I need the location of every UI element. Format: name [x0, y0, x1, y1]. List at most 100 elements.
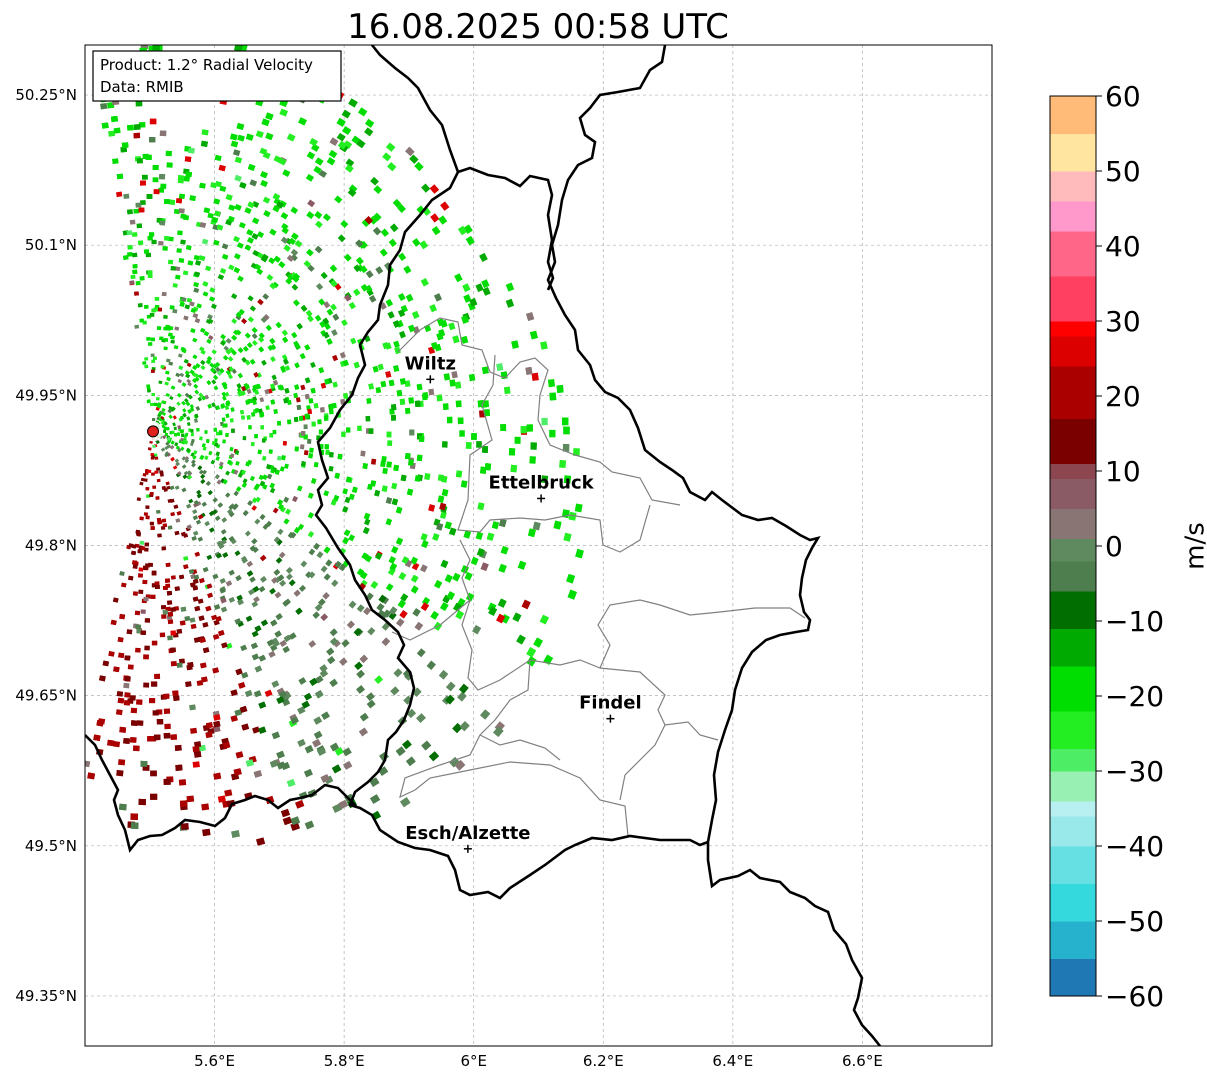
radar-pixel — [168, 325, 174, 331]
radar-pixel — [294, 343, 301, 350]
radar-pixel — [181, 382, 187, 387]
radar-pixel — [199, 182, 206, 189]
radar-pixel — [409, 154, 419, 164]
radar-pixel — [453, 602, 462, 612]
radar-pixel — [233, 236, 240, 243]
radar-pixel — [359, 654, 368, 664]
radar-pixel — [178, 365, 184, 370]
radar-pixel — [293, 299, 300, 307]
radar-pixel — [130, 720, 138, 726]
radar-pixel — [282, 599, 290, 607]
radar-pixel — [173, 504, 179, 509]
radar-pixel — [151, 308, 156, 313]
radar-pixel — [161, 546, 167, 551]
radar-pixel — [549, 429, 556, 438]
radar-pixel — [134, 291, 139, 296]
radar-pixel — [169, 485, 175, 490]
radar-pixel — [177, 447, 182, 453]
radar-pixel — [342, 126, 352, 135]
radar-pixel — [398, 572, 407, 581]
radar-pixel — [116, 691, 124, 697]
radar-pixel — [405, 293, 414, 302]
radar-pixel — [204, 455, 209, 461]
radar-pixel — [191, 459, 196, 465]
radar-pixel — [220, 340, 226, 346]
radar-pixel — [107, 739, 115, 747]
radar-pixel — [206, 380, 212, 386]
radar-pixel — [332, 381, 338, 388]
radar-pixel — [269, 337, 276, 345]
radar-pixel — [198, 374, 203, 380]
radar-pixel — [236, 594, 243, 601]
radar-pixel — [163, 708, 171, 714]
radar-pixel — [188, 147, 195, 154]
radar-pixel — [315, 220, 323, 229]
radar-pixel — [360, 450, 366, 457]
radar-pixel — [152, 45, 160, 50]
radar-pixel — [301, 700, 310, 709]
radar-pixel — [414, 475, 421, 482]
colorbar-band — [1050, 666, 1096, 712]
radar-pixel — [279, 466, 285, 472]
radar-pixel — [481, 279, 490, 289]
radar-pixel — [260, 619, 268, 627]
radar-pixel — [142, 579, 148, 585]
radar-pixel — [290, 716, 299, 725]
radar-pixel — [237, 472, 243, 478]
radar-pixel — [285, 508, 292, 515]
radar-pixel — [236, 383, 242, 389]
radar-pixel — [214, 180, 222, 188]
radar-pixel — [220, 597, 227, 604]
radar-pixel — [288, 237, 297, 245]
radar-pixel — [353, 627, 362, 637]
radar-pixel — [293, 273, 301, 280]
radar-pixel — [525, 366, 533, 375]
radar-pixel — [287, 133, 296, 142]
radar-pixel — [248, 425, 252, 430]
radar-site-marker — [143, 421, 164, 442]
radar-pixel — [213, 725, 221, 733]
radar-pixel — [270, 399, 276, 405]
radar-pixel — [348, 184, 358, 193]
radar-pixel — [173, 345, 179, 350]
radar-pixel — [462, 283, 471, 292]
radar-pixel — [549, 392, 557, 401]
radar-pixel — [315, 675, 324, 684]
radar-pixel — [174, 586, 180, 591]
radar-pixel — [483, 409, 490, 417]
radar-pixel — [297, 738, 306, 747]
radar-pixel — [191, 438, 195, 443]
radar-pixel — [532, 521, 541, 531]
radar-pixel — [252, 396, 258, 402]
radar-pixel — [215, 451, 220, 457]
radar-pixel — [190, 328, 196, 334]
radar-pixel — [200, 479, 206, 484]
radar-pixel — [448, 322, 456, 331]
radar-pixel — [247, 237, 254, 244]
colorbar-band — [1050, 748, 1096, 772]
radar-pixel — [258, 408, 263, 414]
radar-pixel — [237, 134, 245, 142]
radar-pixel — [337, 453, 343, 460]
colorbar-band — [1050, 628, 1096, 667]
radar-pixel — [365, 284, 373, 293]
radar-pixel — [100, 102, 108, 110]
radar-pixel — [278, 690, 287, 699]
radar-pixel — [221, 517, 228, 523]
radar-pixel — [87, 772, 96, 780]
radar-pixel — [459, 430, 465, 437]
radar-pixel — [273, 536, 281, 543]
radar-pixel — [245, 399, 250, 405]
radar-pixel — [184, 458, 190, 464]
radar-pixel — [204, 430, 208, 434]
radar-pixel — [227, 459, 232, 465]
radar-pixel — [563, 426, 570, 435]
radar-pixel — [200, 327, 206, 333]
radar-pixel — [339, 351, 346, 359]
radar-pixel — [136, 531, 141, 536]
colorbar-band — [1050, 771, 1096, 802]
radar-pixel — [204, 394, 210, 400]
radar-pixel — [547, 378, 556, 388]
